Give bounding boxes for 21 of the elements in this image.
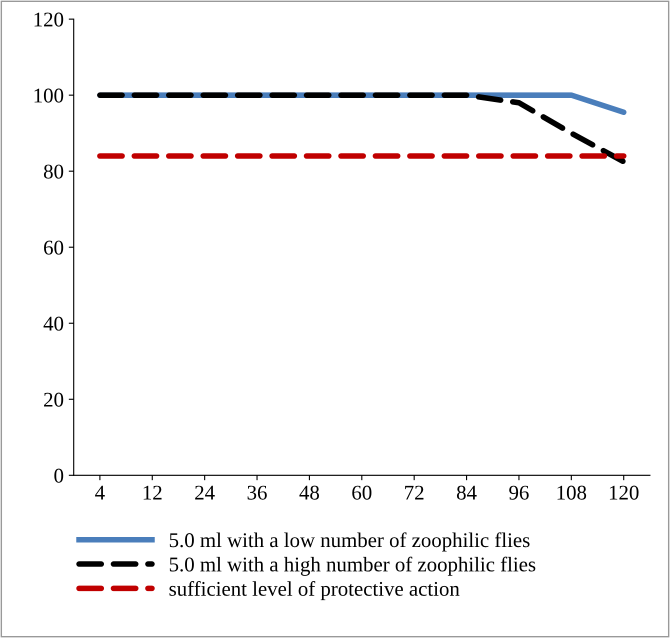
x-tick-label: 48 [299,486,320,500]
x-tick-label: 84 [456,486,477,500]
legend-label: sufficient level of protective action [169,581,460,600]
y-tick-label: 120 [34,12,64,27]
legend-label: 5.0 ml with a low number of zoophilic flies [170,532,530,552]
x-tick-label: 108 [558,486,586,500]
y-tick-label: 20 [44,392,64,407]
legend-label: 5.0 ml with a high number of zoophilic flies [170,556,536,576]
x-tick-label: 72 [405,486,424,500]
y-tick-label: 60 [44,240,64,255]
y-tick-label: 100 [34,88,64,103]
y-tick-label: 80 [44,164,64,179]
x-tick-label: 24 [195,486,215,500]
x-tick-label: 4 [95,486,105,500]
y-tick-label: 40 [44,316,64,331]
x-tick-label: 60 [352,486,372,500]
y-tick-label: 0 [54,468,64,483]
x-tick-label: 96 [509,486,529,500]
x-tick-label: 120 [610,486,639,500]
x-tick-label: 12 [144,486,162,500]
x-tick-label: 36 [248,486,267,500]
